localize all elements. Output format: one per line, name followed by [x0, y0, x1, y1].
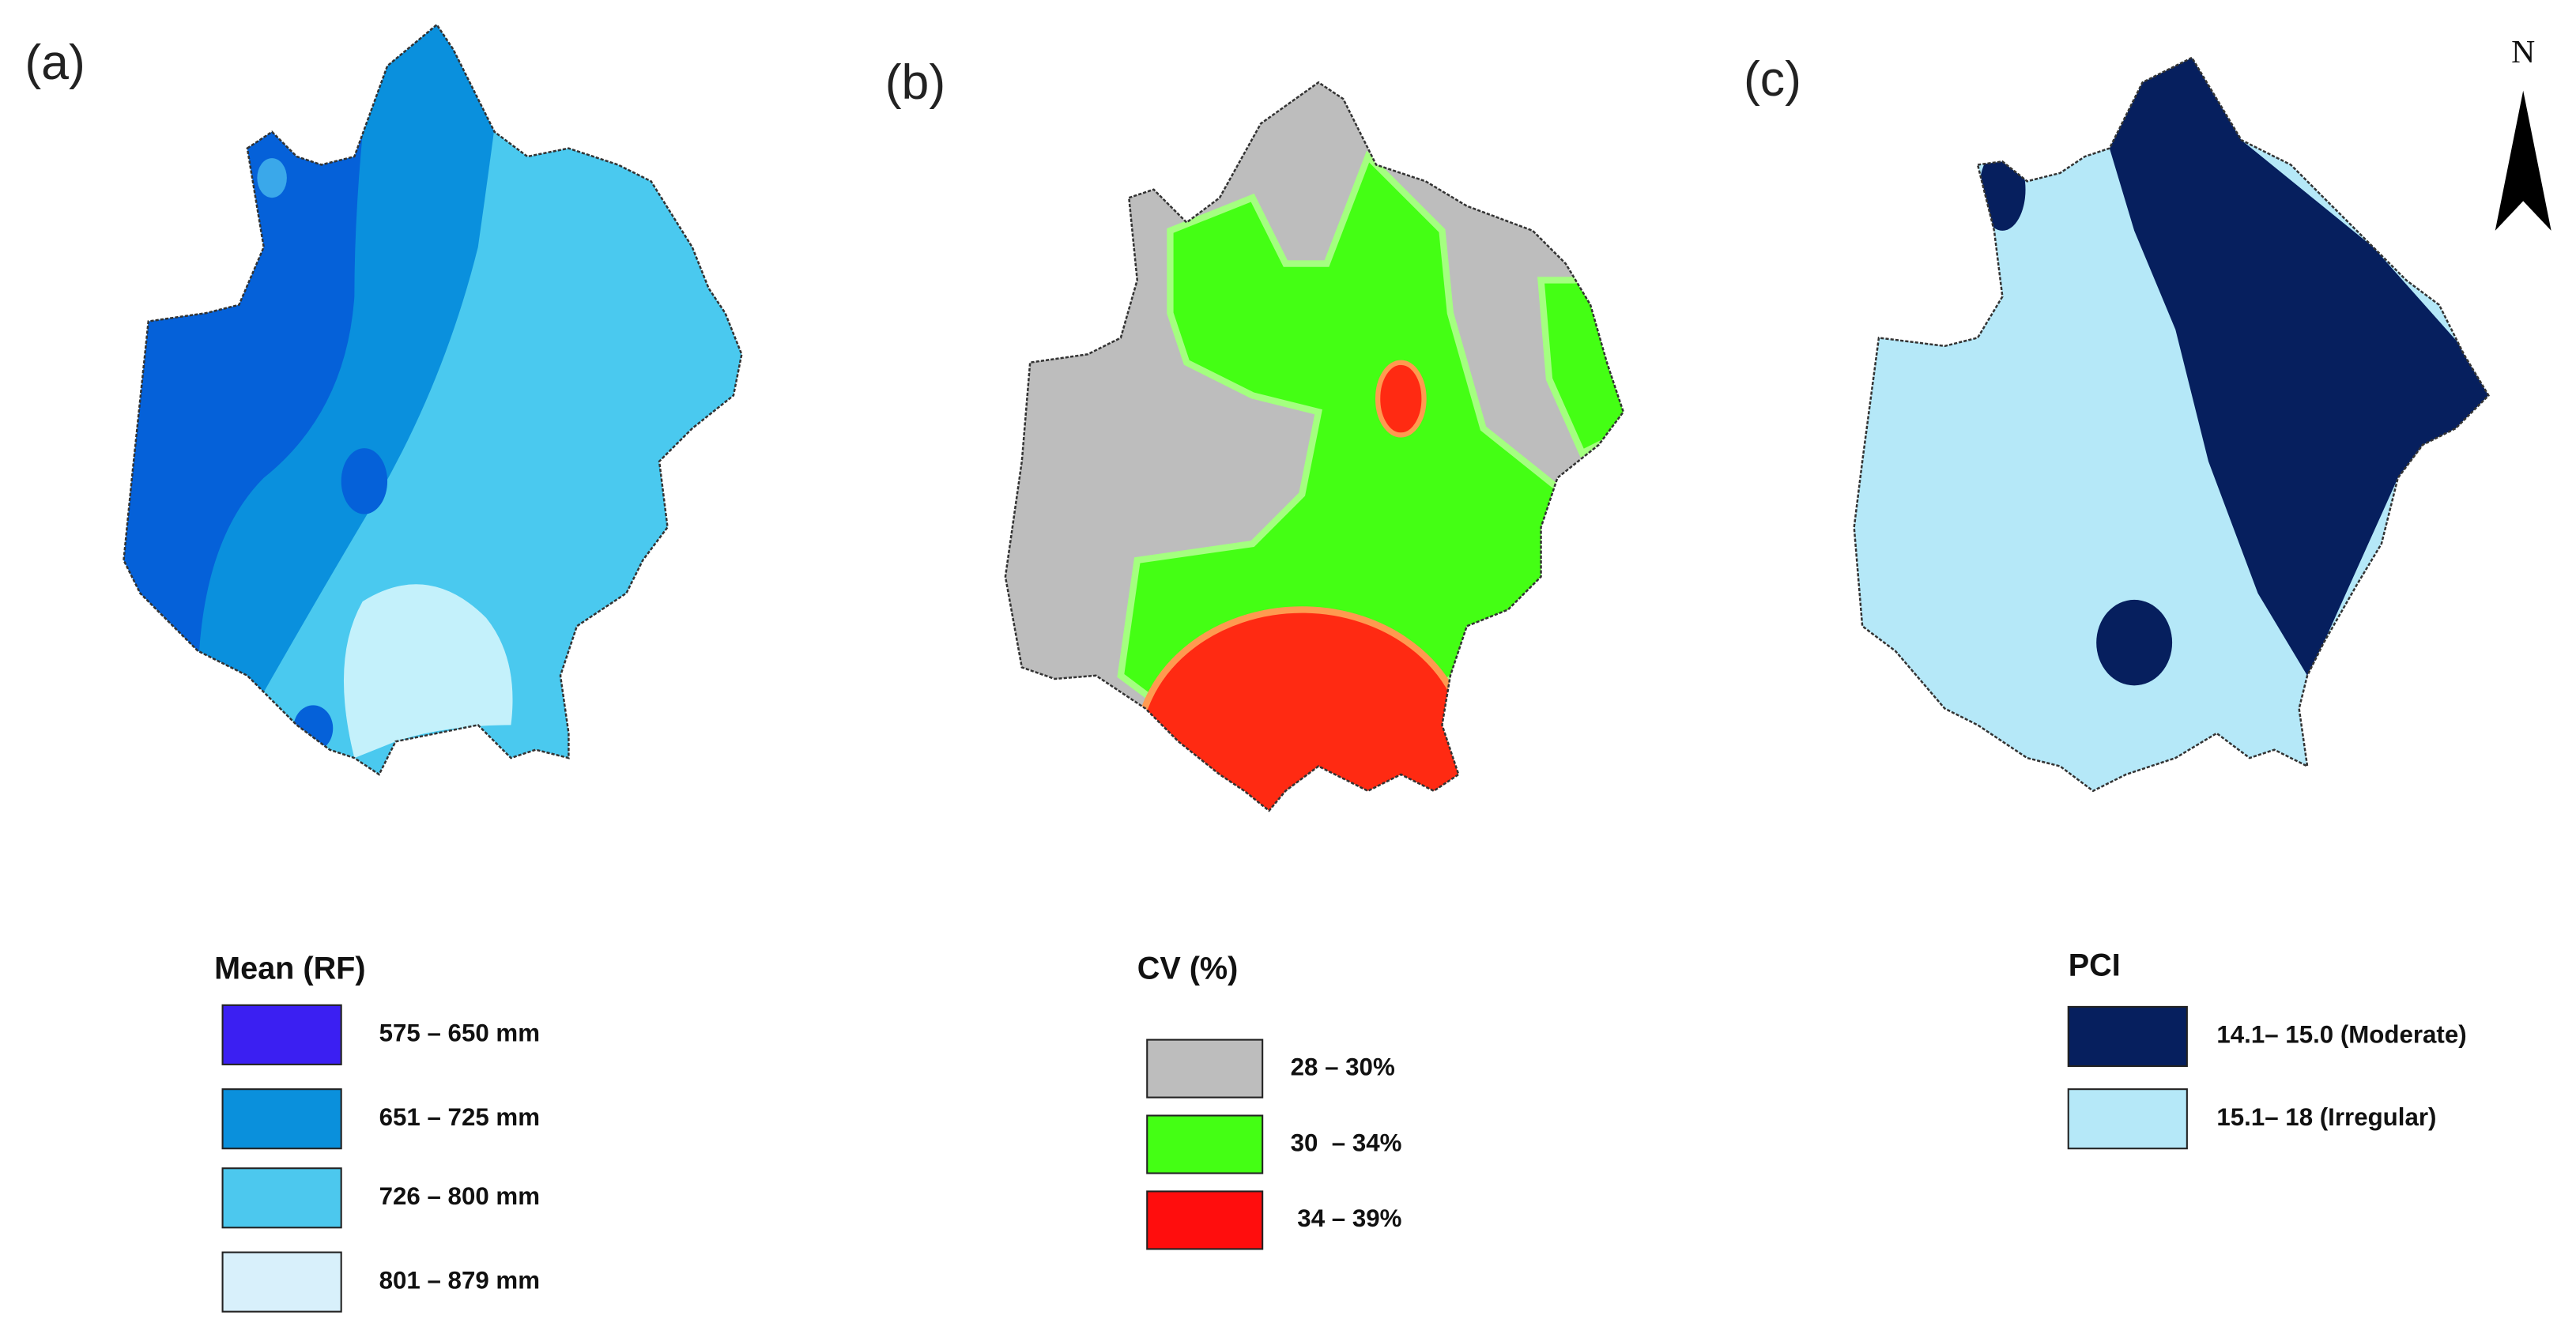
map-a	[123, 23, 743, 776]
legend-swatch	[1146, 1038, 1264, 1099]
legend-label: 28 – 30%	[1291, 1053, 1395, 1080]
map-c	[1853, 56, 2490, 793]
legend-swatch	[221, 1251, 342, 1313]
legend-label: 651 – 725 mm	[379, 1103, 540, 1131]
legend-swatch	[2067, 1088, 2188, 1150]
panel-label: (b)	[885, 55, 945, 110]
legend-title: PCI	[2069, 948, 2121, 982]
legend-label: 801 – 879 mm	[379, 1266, 540, 1294]
legend-label: 30 – 34%	[1291, 1129, 1402, 1156]
north-arrow: N	[2495, 34, 2551, 231]
legend-label: 34 – 39%	[1291, 1204, 1402, 1232]
legend-swatch	[221, 1167, 342, 1229]
legend-swatch	[221, 1004, 342, 1065]
legend-title: Mean (RF)	[214, 951, 365, 986]
legend-swatch	[1146, 1114, 1264, 1174]
legend-swatch	[2067, 1005, 2188, 1068]
north-arrow-icon	[2495, 90, 2551, 231]
legend-title: CV (%)	[1137, 951, 1239, 986]
legend-swatch	[1146, 1190, 1264, 1250]
map-b	[1004, 81, 1625, 812]
legend-label: 575 – 650 mm	[379, 1020, 540, 1047]
north-label: N	[2511, 34, 2535, 70]
legend-label: 726 – 800 mm	[379, 1182, 540, 1210]
legend-label: 15.1– 18 (Irregular)	[2216, 1103, 2436, 1131]
legend-swatch	[221, 1088, 342, 1150]
panel-label: (c)	[1744, 51, 1801, 107]
panel-label: (a)	[25, 35, 85, 90]
legend-label: 14.1– 15.0 (Moderate)	[2216, 1021, 2466, 1049]
